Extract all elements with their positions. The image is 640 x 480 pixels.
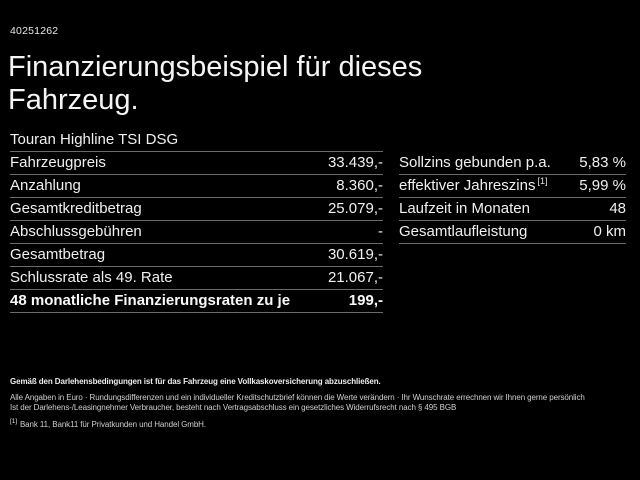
row-label: Gesamtkreditbetrag: [10, 200, 142, 217]
row-value: 25.079,-: [327, 200, 383, 217]
financing-tables: Touran Highline TSI DSG Fahrzeugpreis 33…: [10, 129, 626, 313]
fineprint-bank-footnote: [1] Bank 11, Bank11 für Privatkunden und …: [10, 417, 626, 431]
row-label: Anzahlung: [10, 177, 81, 194]
table-row-laufzeit: Laufzeit in Monaten 48: [399, 198, 626, 221]
table-row-sollzins: Sollzins gebunden p.a. 5,83 %: [399, 152, 626, 175]
legal-fineprint: Gemäß den Darlehensbedingungen ist für d…: [10, 377, 626, 430]
fineprint-disclaimer-line: Alle Angaben in Euro · Rundungsdifferenz…: [10, 392, 585, 402]
footnote-marker: [1]: [10, 417, 17, 425]
row-label: 48 monatliche Finanzierungsraten zu je: [10, 292, 291, 309]
row-label: effektiver Jahreszins [1]: [399, 176, 548, 195]
row-value: 21.067,-: [327, 269, 383, 286]
row-value: 0 km: [593, 223, 626, 240]
table-row-fahrzeugpreis: Fahrzeugpreis 33.439,-: [10, 152, 383, 175]
conditions-table: Sollzins gebunden p.a. 5,83 % effektiver…: [399, 152, 626, 244]
fineprint-insurance-note: Gemäß den Darlehensbedingungen ist für d…: [10, 377, 381, 386]
row-value: 199,-: [348, 292, 383, 309]
finance-table: Touran Highline TSI DSG Fahrzeugpreis 33…: [10, 129, 383, 313]
row-label: Gesamtbetrag: [10, 246, 106, 263]
table-row-anzahlung: Anzahlung 8.360,-: [10, 175, 383, 198]
fineprint-withdrawal-line: Ist der Darlehens-/Leasingnehmer Verbrau…: [10, 403, 457, 412]
table-row-effektiver-jahreszins: effektiver Jahreszins [1] 5,99 %: [399, 175, 626, 198]
row-value: 48: [609, 200, 626, 217]
table-row-schlussrate: Schlussrate als 49. Rate 21.067,-: [10, 267, 383, 290]
footnote-text: Bank 11, Bank11 für Privatkunden und Han…: [19, 419, 206, 429]
page-title: Finanzierungsbeispiel für dieses Fahrzeu…: [8, 51, 423, 116]
table-row-abschlussgebuehren: Abschlussgebühren -: [10, 221, 383, 244]
vehicle-model: Touran Highline TSI DSG: [10, 129, 383, 152]
row-label: Schlussrate als 49. Rate: [10, 269, 173, 286]
table-row-gesamtkreditbetrag: Gesamtkreditbetrag 25.079,-: [10, 198, 383, 221]
row-value: 8.360,-: [336, 177, 383, 194]
row-value: 30.619,-: [327, 246, 383, 263]
row-value: 33.439,-: [327, 154, 383, 171]
row-label: Laufzeit in Monaten: [399, 200, 530, 217]
table-row-gesamtbetrag: Gesamtbetrag 30.619,-: [10, 244, 383, 267]
table-row-monatsrate: 48 monatliche Finanzierungsraten zu je 1…: [10, 290, 383, 313]
row-label: Sollzins gebunden p.a.: [399, 154, 551, 171]
row-value: -: [378, 223, 383, 240]
offer-id: 40251262: [10, 25, 59, 37]
row-label: Fahrzeugpreis: [10, 154, 106, 171]
row-label: Abschlussgebühren: [10, 223, 142, 240]
table-row-gesamtlaufleistung: Gesamtlaufleistung 0 km: [399, 221, 626, 244]
row-value: 5,99 %: [579, 177, 626, 194]
row-label: Gesamtlaufleistung: [399, 223, 528, 240]
row-value: 5,83 %: [579, 154, 626, 171]
footnote-marker: [1]: [537, 176, 548, 186]
